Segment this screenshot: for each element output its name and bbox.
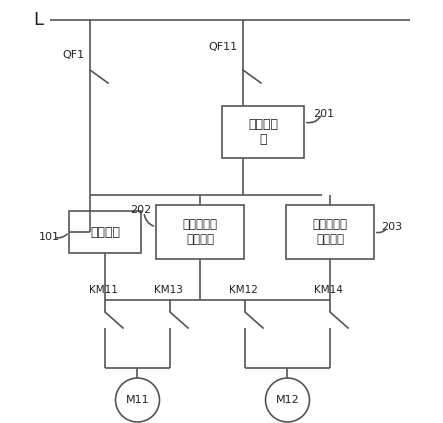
- Bar: [286, 205, 374, 259]
- Text: M11: M11: [126, 395, 149, 405]
- Text: M12: M12: [276, 395, 299, 405]
- Text: 第一电机智
能保护器: 第一电机智 能保护器: [183, 218, 218, 246]
- Text: 203: 203: [381, 222, 403, 232]
- Text: KM13: KM13: [154, 285, 183, 295]
- Text: KM12: KM12: [229, 285, 257, 295]
- Text: 202: 202: [130, 205, 152, 215]
- Bar: [156, 205, 244, 259]
- Text: QF11: QF11: [209, 42, 238, 52]
- Text: L: L: [33, 11, 43, 29]
- Text: KM11: KM11: [89, 285, 117, 295]
- Bar: [222, 106, 304, 158]
- Text: KM14: KM14: [314, 285, 342, 295]
- Text: 主变频器: 主变频器: [90, 225, 120, 239]
- Bar: [69, 211, 141, 253]
- Text: 201: 201: [314, 109, 334, 119]
- Text: 第二电机智
能保护器: 第二电机智 能保护器: [312, 218, 347, 246]
- Text: 备用变频
器: 备用变频 器: [248, 118, 278, 146]
- Text: QF1: QF1: [63, 50, 85, 60]
- Text: 101: 101: [39, 232, 59, 242]
